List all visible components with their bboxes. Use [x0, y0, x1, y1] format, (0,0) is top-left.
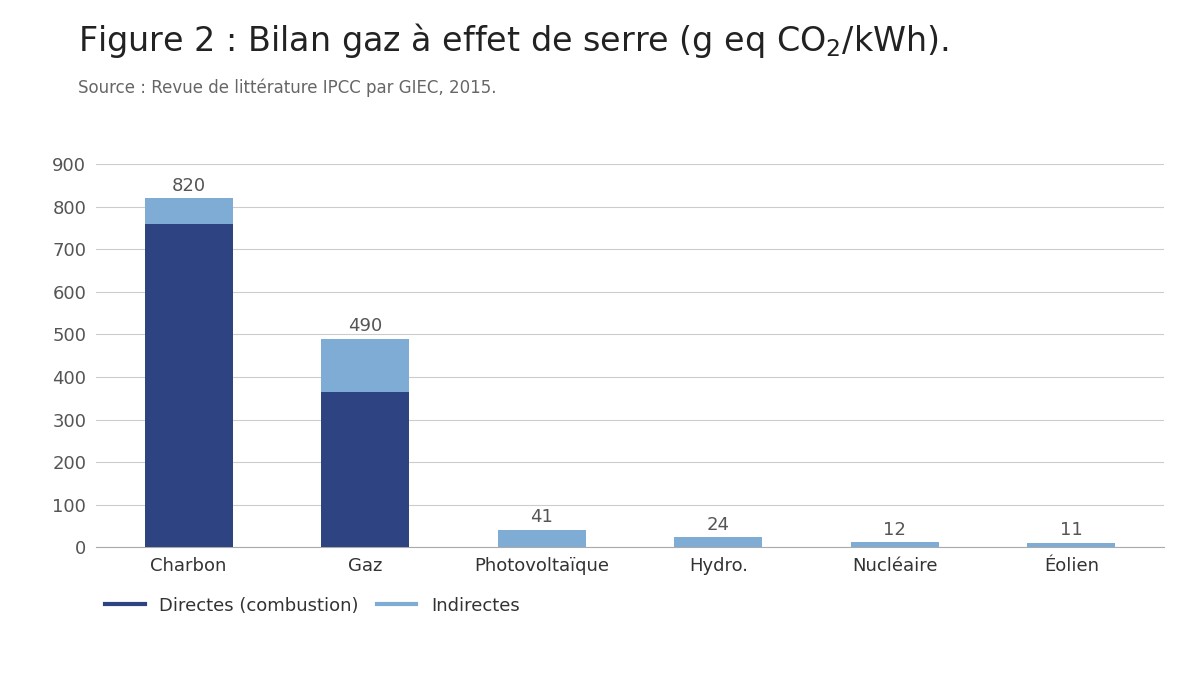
- Bar: [1027, 542, 1116, 547]
- Text: 490: 490: [348, 317, 383, 335]
- Bar: [674, 537, 762, 547]
- Text: Figure 2 : Bilan gaz à effet de serre (g eq CO$_2$/kWh).: Figure 2 : Bilan gaz à effet de serre (g…: [78, 21, 949, 60]
- Text: 820: 820: [172, 176, 205, 195]
- Text: 12: 12: [883, 521, 906, 539]
- Bar: [498, 529, 586, 547]
- Text: 24: 24: [707, 516, 730, 534]
- Text: 11: 11: [1060, 521, 1082, 539]
- Legend: Directes (combustion), Indirectes: Directes (combustion), Indirectes: [106, 596, 520, 615]
- Text: 41: 41: [530, 508, 553, 527]
- Bar: [144, 198, 233, 224]
- Bar: [322, 339, 409, 392]
- Text: Source : Revue de littérature IPCC par GIEC, 2015.: Source : Revue de littérature IPCC par G…: [78, 79, 497, 97]
- Bar: [851, 542, 938, 547]
- Bar: [144, 224, 233, 547]
- Bar: [322, 392, 409, 547]
